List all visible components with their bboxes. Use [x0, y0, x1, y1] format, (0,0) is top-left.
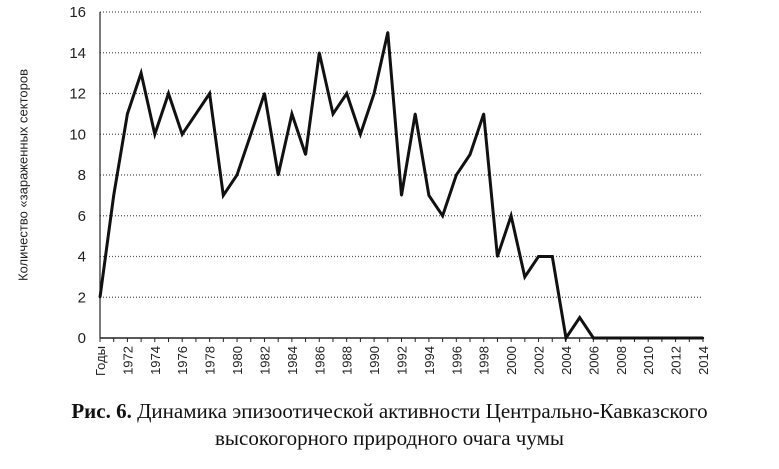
- y-tick-labels: 0 2 4 6 8 10 12 14 16: [69, 4, 86, 347]
- data-point-1998: [482, 112, 485, 116]
- data-point-1982: [263, 92, 266, 95]
- caption-prefix: Рис. 6.: [71, 399, 132, 423]
- data-point-2011: [660, 336, 664, 340]
- x-tick-label-1994: 1994: [422, 346, 437, 375]
- x-tick-label-1986: 1986: [312, 346, 327, 375]
- data-point-1970: [98, 296, 102, 299]
- data-point-1987: [331, 112, 335, 116]
- data-point-1977: [194, 112, 198, 116]
- y-tick-label-0: 0: [78, 330, 86, 347]
- x-tick-label-1992: 1992: [395, 346, 410, 375]
- data-point-1974: [153, 133, 157, 136]
- data-point-2004: [564, 336, 568, 340]
- data-point-1985: [304, 153, 307, 156]
- y-tick-label-6: 6: [78, 208, 86, 225]
- line-chart: 0 2 4 6 8 10 12 14 16 Годы 1972 1974 1976 1978 1980 19…: [69, 4, 711, 376]
- x-tick-label-2012: 2012: [669, 346, 684, 375]
- caption-line-1: Рис. 6. Динамика эпизоотической активнос…: [0, 398, 779, 425]
- grid-lines: [100, 11, 703, 298]
- data-point-1984: [290, 112, 294, 116]
- x-tick-label-2000: 2000: [504, 346, 519, 375]
- data-point-2013: [688, 336, 691, 340]
- data-point-1973: [139, 71, 143, 75]
- data-point-1995: [441, 214, 444, 217]
- y-tick-label-10: 10: [69, 126, 86, 143]
- x-tick-label-1980: 1980: [230, 346, 245, 375]
- data-point-2009: [633, 336, 636, 340]
- data-point-1983: [276, 173, 280, 177]
- data-point-2006: [592, 336, 595, 340]
- data-point-2000: [509, 214, 513, 217]
- x-tick-label-2006: 2006: [586, 346, 601, 375]
- x-tick-label-2004: 2004: [559, 346, 574, 375]
- x-tick-label-1974: 1974: [148, 346, 163, 375]
- x-tick-label-1978: 1978: [203, 346, 218, 375]
- caption-line-2: высокогорного природного очага чумы: [215, 426, 564, 450]
- data-point-2007: [605, 336, 609, 340]
- x-tick-label-2002: 2002: [532, 346, 547, 375]
- data-point-1979: [222, 194, 225, 197]
- x-tick-label-1972: 1972: [120, 346, 135, 375]
- y-tick-label-2: 2: [78, 289, 86, 306]
- x-tick-label-years: Годы: [93, 346, 108, 376]
- data-point-1990: [372, 92, 376, 95]
- x-tick-label-1976: 1976: [175, 346, 190, 375]
- y-tick-label-12: 12: [69, 86, 86, 103]
- data-point-1991: [386, 31, 389, 34]
- data-point-2002: [537, 255, 540, 258]
- data-point-1980: [235, 173, 239, 177]
- y-tick-label-14: 14: [69, 45, 86, 62]
- y-tick-label-4: 4: [78, 249, 86, 266]
- data-point-2005: [578, 316, 581, 319]
- x-tick-label-1982: 1982: [257, 346, 272, 375]
- x-tick-label-2008: 2008: [614, 346, 629, 375]
- y-axis-label-container: Количество «зараженных секторов: [8, 40, 38, 310]
- x-tick-label-2014: 2014: [696, 346, 711, 375]
- data-point-1992: [400, 194, 403, 197]
- x-tick-labels: Годы 1972 1974 1976 1978 1980 1982 1984 1986 1988…: [93, 346, 711, 376]
- data-point-1986: [318, 51, 321, 54]
- axes: [99, 12, 704, 342]
- x-tick-label-1996: 1996: [449, 346, 464, 375]
- data-point-1976: [181, 133, 184, 136]
- data-point-2010: [646, 336, 650, 340]
- x-tick-label-2010: 2010: [641, 346, 656, 375]
- caption-text-1: Динамика эпизоотической активности Центр…: [137, 399, 708, 423]
- series-line: [98, 32, 703, 342]
- data-point-1999: [496, 255, 499, 258]
- x-tick-label-1998: 1998: [477, 346, 492, 375]
- data-point-1997: [468, 153, 472, 156]
- data-point-1978: [208, 92, 211, 95]
- y-tick-label-8: 8: [78, 167, 86, 184]
- data-point-1971: [112, 194, 115, 197]
- x-tick-label-1988: 1988: [340, 346, 355, 375]
- data-point-1988: [345, 92, 348, 95]
- data-point-1975: [167, 92, 170, 95]
- data-point-2012: [674, 336, 677, 340]
- y-axis-label: Количество «зараженных секторов: [15, 68, 31, 282]
- data-point-1981: [249, 133, 252, 136]
- x-tick-label-1990: 1990: [367, 346, 382, 375]
- data-point-1972: [126, 112, 129, 116]
- data-point-1994: [427, 194, 431, 197]
- x-tick-label-1984: 1984: [285, 346, 300, 375]
- data-point-1996: [455, 173, 458, 177]
- data-point-2014: [701, 336, 705, 340]
- data-point-1989: [359, 133, 362, 136]
- data-point-2003: [551, 255, 554, 258]
- figure-caption: Рис. 6. Динамика эпизоотической активнос…: [0, 398, 779, 452]
- data-point-2008: [619, 336, 622, 340]
- data-point-1993: [414, 112, 417, 116]
- y-tick-label-16: 16: [69, 4, 86, 21]
- data-point-2001: [523, 275, 527, 279]
- series: [98, 31, 705, 342]
